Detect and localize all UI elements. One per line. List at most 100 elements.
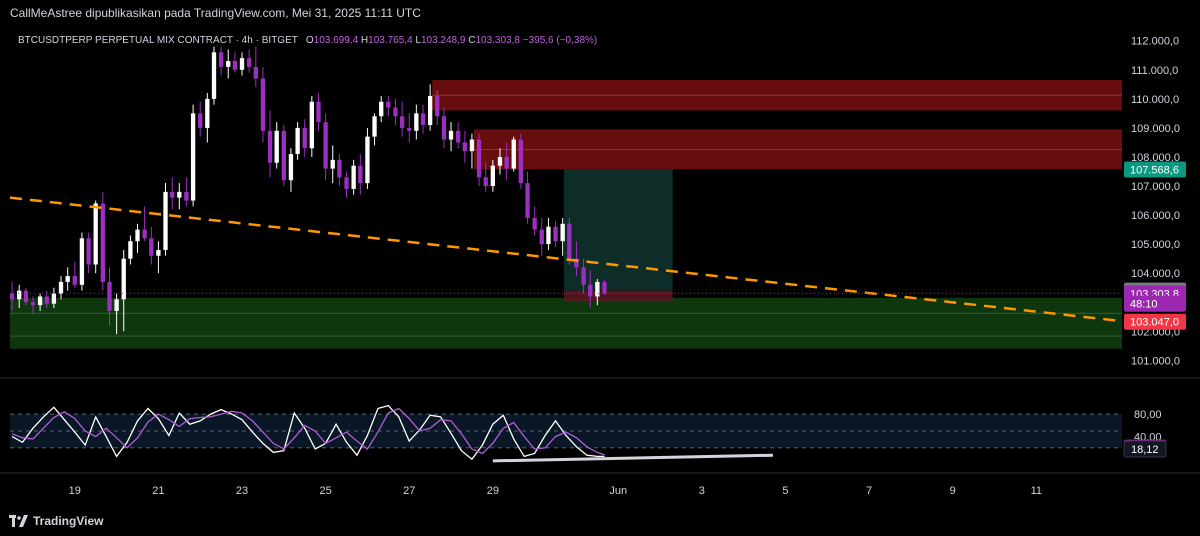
candle bbox=[435, 95, 440, 117]
candle bbox=[246, 58, 252, 67]
ohlc-key: C bbox=[468, 35, 475, 46]
candle bbox=[23, 290, 29, 303]
time-axis-tick: 9 bbox=[950, 485, 956, 497]
publish-info: CallMeAstree dipublikasikan pada Trading… bbox=[10, 6, 421, 20]
ohlc-key: L bbox=[415, 35, 421, 46]
price-change: −395,6 (−0,38%) bbox=[523, 35, 598, 46]
candle bbox=[9, 293, 15, 300]
candle bbox=[142, 229, 147, 239]
candle bbox=[205, 98, 210, 128]
candle bbox=[309, 101, 314, 149]
price-axis-tick: 106.000,0 bbox=[1131, 210, 1180, 222]
price-label-box bbox=[1124, 161, 1186, 178]
price-label-box bbox=[1124, 313, 1186, 330]
take-profit-box bbox=[563, 169, 673, 291]
time-axis-tick: 19 bbox=[69, 485, 81, 497]
price-label: 107.568,6 bbox=[1130, 164, 1179, 176]
chart-symbol-title: BTCUSDTPERP PERPETUAL MIX CONTRACT · 4h … bbox=[18, 35, 298, 46]
candle bbox=[427, 95, 433, 125]
time-axis-tick: 7 bbox=[866, 485, 872, 497]
time-axis-tick: Jun bbox=[609, 485, 627, 497]
stop-loss-box bbox=[563, 290, 673, 301]
candle bbox=[483, 177, 488, 187]
candle bbox=[567, 223, 572, 259]
candle bbox=[114, 299, 119, 311]
candle bbox=[177, 191, 182, 198]
candle bbox=[274, 130, 279, 163]
price-axis-tick: 111.000,0 bbox=[1131, 65, 1178, 77]
candle bbox=[372, 116, 377, 137]
candle bbox=[414, 113, 419, 131]
candle bbox=[386, 101, 391, 108]
candle bbox=[504, 156, 509, 169]
candle bbox=[37, 296, 43, 306]
candle bbox=[302, 127, 307, 149]
price-axis-tick: 104.000,0 bbox=[1131, 268, 1180, 280]
ohlc-value: 103.303,8 bbox=[475, 35, 522, 46]
candle bbox=[72, 276, 77, 285]
candle bbox=[539, 229, 544, 245]
ohlc-value: 103.699,4 bbox=[314, 35, 361, 46]
candle bbox=[149, 238, 154, 256]
trading-chart[interactable]: 112.000,0 111.000,0 110.000,0 109.000,0 108.… bbox=[0, 26, 1200, 508]
candle bbox=[218, 52, 224, 67]
stoch-trendline bbox=[492, 453, 773, 463]
candle bbox=[546, 226, 551, 245]
ohlc-key: H bbox=[361, 35, 368, 46]
candle bbox=[198, 113, 203, 128]
candle bbox=[184, 191, 189, 201]
candle bbox=[358, 165, 363, 184]
candle bbox=[518, 139, 524, 184]
candle bbox=[107, 281, 112, 311]
candle bbox=[58, 281, 64, 294]
price-axis-tick: 112.000,0 bbox=[1131, 36, 1179, 48]
candle bbox=[560, 223, 565, 242]
price-axis-tick: 101.000,0 bbox=[1131, 355, 1180, 367]
candle bbox=[316, 101, 321, 123]
descending-trendline bbox=[9, 196, 1123, 323]
candle bbox=[344, 177, 349, 189]
price-label-box bbox=[1124, 295, 1186, 312]
candle bbox=[239, 58, 245, 70]
candle bbox=[497, 156, 503, 166]
tradingview-brand: TradingView bbox=[33, 514, 104, 528]
candle bbox=[211, 52, 217, 99]
candle bbox=[51, 293, 57, 304]
candle bbox=[30, 302, 36, 306]
candle bbox=[121, 258, 126, 300]
footer: TradingView bbox=[0, 508, 1200, 536]
candle bbox=[156, 249, 161, 256]
price-axis-tick: 107.000,0 bbox=[1131, 181, 1180, 193]
time-axis-tick: 3 bbox=[699, 485, 705, 497]
candle bbox=[323, 122, 328, 169]
candle bbox=[581, 267, 586, 285]
ohlc-legend: O103.699,4 H103.765,4 L103.248,9 C103.30… bbox=[306, 35, 597, 46]
candle bbox=[267, 130, 273, 163]
candle bbox=[260, 78, 266, 131]
time-axis-tick: 5 bbox=[782, 485, 788, 497]
candle bbox=[330, 159, 335, 169]
candle bbox=[588, 284, 593, 297]
candle bbox=[399, 116, 405, 128]
price-label: 103.047,0 bbox=[1130, 317, 1179, 329]
stoch-d-line bbox=[11, 407, 605, 456]
candle bbox=[232, 61, 238, 70]
price-axis-tick: 110.000,0 bbox=[1131, 94, 1179, 106]
candle bbox=[448, 130, 454, 140]
tradingview-logo[interactable]: TradingView bbox=[9, 514, 103, 528]
candle bbox=[337, 159, 342, 178]
candle bbox=[441, 116, 447, 140]
candle bbox=[532, 217, 537, 230]
candle bbox=[379, 101, 384, 117]
ohlc-value: 103.248,9 bbox=[421, 35, 468, 46]
stoch-value-label: 18,12 bbox=[1131, 444, 1159, 456]
candle bbox=[602, 281, 607, 294]
candle bbox=[455, 130, 461, 143]
candle bbox=[511, 139, 516, 169]
candle bbox=[351, 165, 356, 189]
candle bbox=[100, 203, 105, 282]
time-axis-tick: 21 bbox=[152, 485, 164, 497]
price-label: 48:10 bbox=[1130, 299, 1158, 311]
candle bbox=[17, 290, 22, 300]
candle bbox=[476, 139, 482, 178]
